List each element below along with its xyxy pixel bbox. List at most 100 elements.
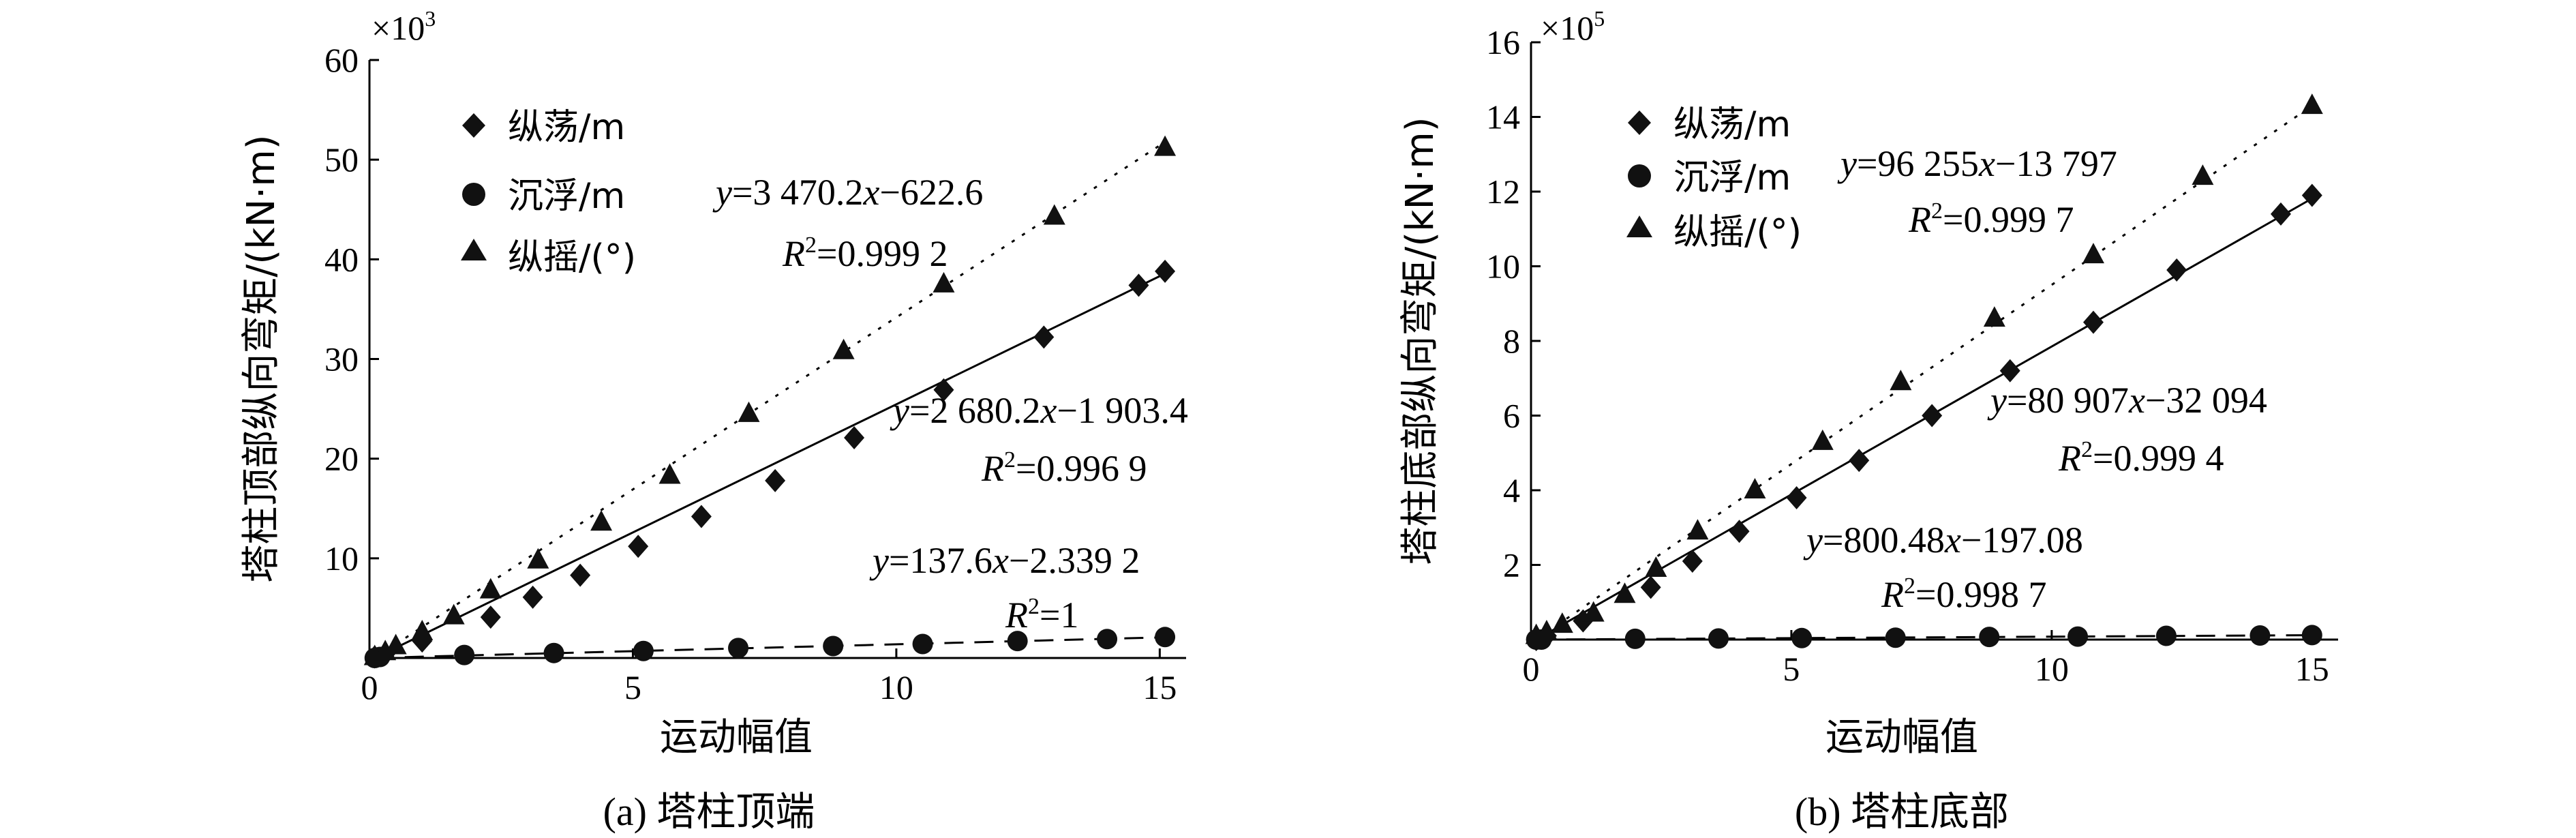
point-pitch [1890, 370, 1912, 391]
x-tick-label: 5 [624, 668, 641, 706]
point-surge [1729, 520, 1750, 543]
x-tick-label: 5 [1783, 650, 1800, 688]
point-surge [570, 563, 591, 587]
panel-a-x-axis-title: 运动幅值 [660, 715, 813, 760]
point-surge [1155, 259, 1176, 283]
point-pitch [1744, 478, 1766, 498]
point-pitch [1154, 135, 1177, 156]
x-tick-label: 0 [1523, 650, 1540, 688]
point-surge [1682, 550, 1703, 573]
point-heave [1885, 627, 1906, 648]
panel-a-pitch-r2: R2=0.999 2 [782, 233, 948, 274]
point-heave [823, 635, 844, 657]
panel-a-surge-r2: R2=0.996 9 [981, 447, 1147, 489]
panel-b-x-axis-title: 运动幅值 [1825, 715, 1978, 760]
panel-a-tick-labels: 0 5 10 15 10 20 30 40 50 60 [324, 41, 1177, 706]
point-surge [1849, 449, 1870, 473]
legend-item-pitch: 纵摇/(°) [1626, 212, 1802, 253]
point-surge [480, 605, 501, 629]
panel-a-heave-r2: R2=1 [1005, 594, 1078, 635]
y-tick-label: 40 [324, 240, 359, 278]
panel-b-markers [1525, 93, 2323, 651]
point-surge [1786, 485, 1807, 509]
point-pitch [2082, 243, 2104, 264]
point-pitch [1645, 556, 1667, 577]
point-heave [1979, 627, 2000, 648]
legend-label: 纵荡/m [508, 107, 625, 148]
point-pitch [1983, 306, 2005, 327]
x-tick-label: 15 [1142, 668, 1177, 706]
panel-b-heave-r2: R2=0.998 7 [1881, 573, 2046, 615]
x-tick-label: 10 [2035, 650, 2069, 688]
point-surge [691, 505, 712, 528]
y-tick-label: 14 [1486, 98, 1520, 136]
legend-item-pitch: 纵摇/(°) [461, 237, 636, 278]
fit-line-heave [1536, 634, 2312, 641]
panel-a-y-axis-title: 塔柱顶部纵向弯矩/(kN·m) [239, 134, 284, 582]
point-heave [1791, 627, 1813, 648]
point-surge [844, 425, 865, 449]
legend-item-surge: 纵荡/m [1628, 104, 1791, 145]
panel-a-y-multiplier: ×103 [372, 6, 436, 47]
point-pitch [411, 619, 434, 640]
point-pitch [738, 401, 760, 422]
y-tick-label: 12 [1486, 173, 1520, 211]
legend-label: 沉浮/m [508, 176, 625, 217]
panel-a-markers [363, 135, 1177, 669]
legend-label: 纵摇/(°) [1673, 212, 1802, 253]
panel-a-legend: 纵荡/m 沉浮/m 纵摇/(°) [461, 107, 636, 278]
panel-a-caption: (a) 塔柱顶端 [603, 790, 815, 834]
point-surge [2301, 183, 2322, 207]
legend-label: 沉浮/m [1673, 158, 1791, 198]
point-heave [2301, 625, 2322, 646]
point-pitch [442, 603, 465, 625]
y-tick-label: 8 [1503, 322, 1520, 360]
point-surge [1033, 325, 1055, 349]
point-heave [1007, 631, 1028, 652]
point-surge [628, 535, 649, 558]
y-tick-label: 10 [1486, 248, 1520, 286]
panel-a-pitch-equation: y=3 470.2x−622.6 [712, 172, 983, 213]
point-heave [633, 640, 654, 661]
point-heave [1708, 628, 1729, 649]
point-heave [728, 638, 749, 659]
y-tick-label: 20 [324, 440, 359, 478]
point-heave [1097, 629, 1118, 650]
point-heave [2155, 625, 2177, 646]
panel-b-tick-labels: 0 5 10 15 2 4 6 8 10 12 14 16 [1486, 23, 2329, 688]
fit-line-heave [374, 636, 1166, 659]
point-pitch [479, 578, 502, 599]
legend-circle-marker [1628, 164, 1651, 188]
point-surge [1999, 359, 2020, 383]
point-pitch [1043, 204, 1065, 225]
panel-b-pitch-equation: y=96 255x−13 797 [1837, 143, 2117, 184]
point-pitch [384, 633, 407, 655]
y-tick-label: 2 [1503, 546, 1520, 584]
legend-label: 纵荡/m [1673, 104, 1791, 145]
point-surge [2082, 310, 2104, 334]
point-pitch [1535, 620, 1558, 641]
point-surge [1922, 404, 1943, 428]
x-tick-label: 10 [879, 668, 913, 706]
point-surge [2166, 258, 2187, 282]
panel-b-legend: 纵荡/m 沉浮/m 纵摇/(°) [1626, 104, 1802, 253]
panel-b-surge-r2: R2=0.999 4 [2058, 437, 2224, 479]
panel-a-heave-equation: y=137.6x−2.339 2 [869, 540, 1140, 581]
point-heave [1155, 627, 1176, 648]
panel-b-y-multiplier: ×105 [1541, 6, 1605, 47]
point-heave [543, 642, 564, 663]
legend-item-heave: 沉浮/m [462, 176, 625, 217]
point-pitch [527, 548, 549, 569]
panel-a-fit-lines [374, 140, 1166, 659]
x-tick-label: 0 [361, 668, 378, 706]
legend-item-heave: 沉浮/m [1628, 158, 1791, 198]
point-pitch [1811, 429, 1834, 450]
point-pitch [832, 338, 855, 359]
y-tick-label: 10 [324, 539, 359, 578]
point-surge [1640, 575, 1661, 599]
point-pitch [933, 271, 955, 293]
y-tick-label: 60 [324, 41, 359, 79]
point-pitch [1613, 582, 1636, 603]
